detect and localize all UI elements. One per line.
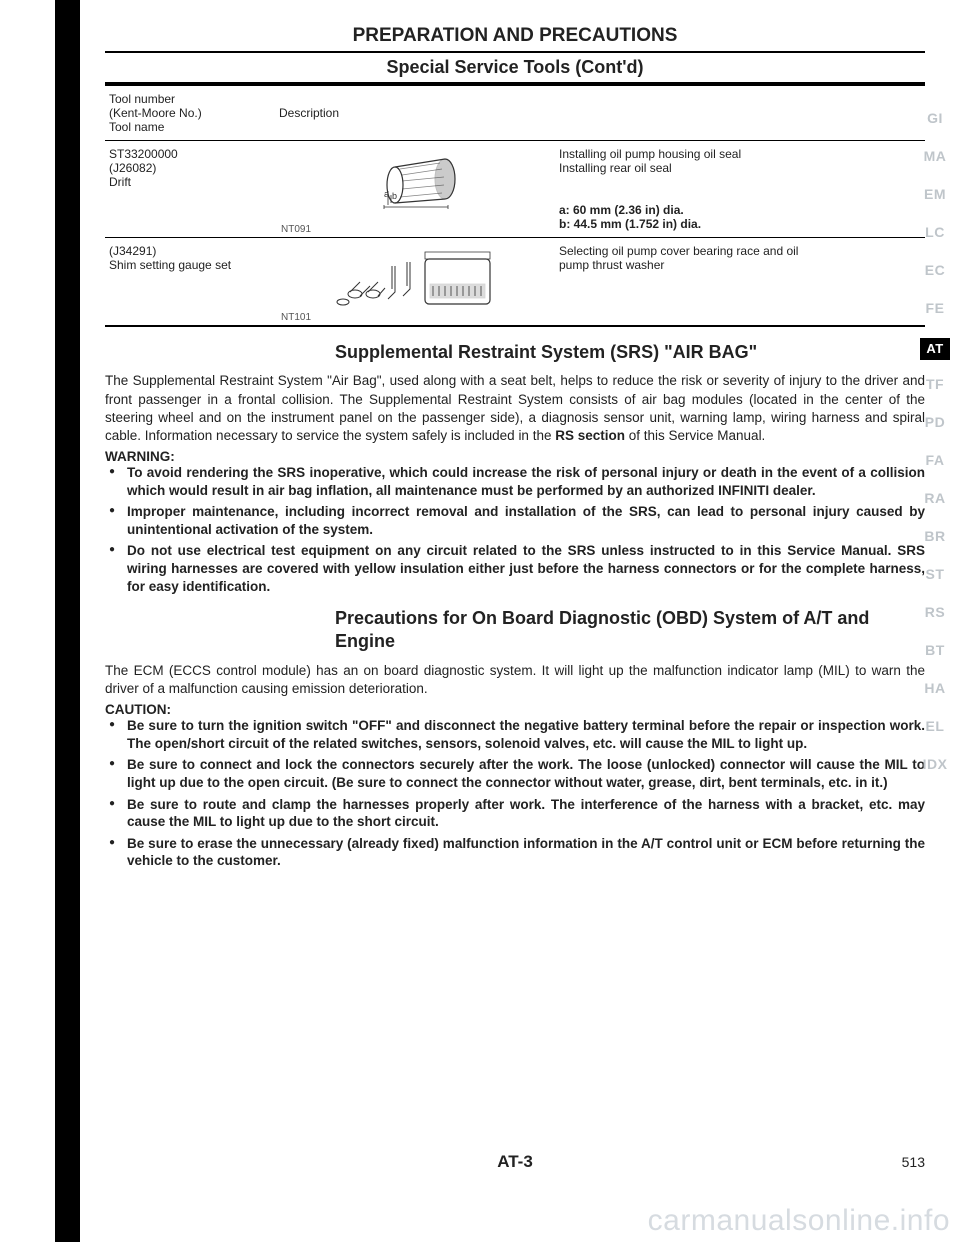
warning-label: WARNING: <box>105 449 925 464</box>
tab-rs: RS <box>920 604 950 642</box>
obd-caution-list: Be sure to turn the ignition switch "OFF… <box>105 717 925 869</box>
srs-warning-list: To avoid rendering the SRS inoperative, … <box>105 464 925 595</box>
srs-text: The Supplemental Restraint System "Air B… <box>105 373 925 443</box>
table-row: ST33200000 (J26082) Drift a b NT091 <box>105 141 925 238</box>
tab-bt: BT <box>920 642 950 680</box>
page-title: PREPARATION AND PRECAUTIONS <box>105 25 925 53</box>
list-item: Be sure to turn the ignition switch "OFF… <box>105 717 925 752</box>
r2-l2: Shim setting gauge set <box>109 258 231 272</box>
r1-l2: (J26082) <box>109 161 156 175</box>
srs-rs: RS section <box>555 428 625 443</box>
tab-br: BR <box>920 528 950 566</box>
footer: AT-3 513 <box>105 1152 925 1172</box>
list-item: Be sure to erase the unnecessary (alread… <box>105 835 925 870</box>
tab-el: EL <box>920 718 950 756</box>
list-item: Be sure to route and clamp the harnesses… <box>105 796 925 831</box>
r2-d2: pump thrust washer <box>559 258 664 272</box>
tool-name-cell: ST33200000 (J26082) Drift <box>105 141 275 238</box>
tab-ma: MA <box>920 148 950 186</box>
list-item: Be sure to connect and lock the connecto… <box>105 756 925 791</box>
list-item: Improper maintenance, including incorrec… <box>105 503 925 538</box>
tab-fe: FE <box>920 300 950 338</box>
r1-l3: Drift <box>109 175 131 189</box>
watermark: carmanualsonline.info <box>648 1204 950 1238</box>
page-content: PREPARATION AND PRECAUTIONS Special Serv… <box>105 25 925 874</box>
header-blank <box>555 86 925 141</box>
tab-fa: FA <box>920 452 950 490</box>
tool-image-cell: NT101 <box>275 238 555 327</box>
tab-em: EM <box>920 186 950 224</box>
header-tool: Tool number (Kent-Moore No.) Tool name <box>105 86 275 141</box>
tool-desc-cell: Selecting oil pump cover bearing race an… <box>555 238 925 327</box>
list-item: Do not use electrical test equipment on … <box>105 542 925 595</box>
caution-label: CAUTION: <box>105 702 925 717</box>
tab-pd: PD <box>920 414 950 452</box>
tool-image-cell: a b NT091 <box>275 141 555 238</box>
obd-para: The ECM (ECCS control module) has an on … <box>105 662 925 698</box>
list-item: To avoid rendering the SRS inoperative, … <box>105 464 925 499</box>
tab-st: ST <box>920 566 950 604</box>
table-row: (J34291) Shim setting gauge set <box>105 238 925 327</box>
srs-tail: of this Service Manual. <box>625 428 765 443</box>
tab-at-active: AT <box>920 338 950 360</box>
nt-label: NT101 <box>281 312 311 323</box>
tab-lc: LC <box>920 224 950 262</box>
page-code: AT-3 <box>105 1152 925 1172</box>
srs-para: The Supplemental Restraint System "Air B… <box>105 372 925 445</box>
gauge-set-icon <box>325 244 505 319</box>
tab-ec: EC <box>920 262 950 300</box>
obd-heading: Precautions for On Board Diagnostic (OBD… <box>105 607 925 654</box>
tool-name-cell: (J34291) Shim setting gauge set <box>105 238 275 327</box>
tab-ra: RA <box>920 490 950 528</box>
r1-d1: Installing oil pump housing oil seal <box>559 147 741 161</box>
srs-heading: Supplemental Restraint System (SRS) "AIR… <box>105 341 925 364</box>
tab-ha: HA <box>920 680 950 718</box>
drift-icon: a b <box>340 147 490 222</box>
tool-desc-cell: Installing oil pump housing oil seal Ins… <box>555 141 925 238</box>
r1-dim-a: a: 60 mm (2.36 in) dia. <box>559 203 684 217</box>
tools-table: Tool number (Kent-Moore No.) Tool name D… <box>105 86 925 327</box>
tab-gi: GI <box>920 110 950 148</box>
hdr-l2: (Kent-Moore No.) <box>109 106 202 120</box>
r1-d2: Installing rear oil seal <box>559 161 672 175</box>
nt-label: NT091 <box>281 224 311 235</box>
section-tabs: GI MA EM LC EC FE AT TF PD FA RA BR ST R… <box>920 110 950 794</box>
hdr-l1: Tool number <box>109 92 175 106</box>
svg-text:b: b <box>392 191 397 201</box>
r1-l1: ST33200000 <box>109 147 178 161</box>
hdr-l3: Tool name <box>109 120 164 134</box>
r2-d1: Selecting oil pump cover bearing race an… <box>559 244 798 258</box>
table-header-row: Tool number (Kent-Moore No.) Tool name D… <box>105 86 925 141</box>
tab-idx: IDX <box>920 756 950 794</box>
page-subtitle: Special Service Tools (Cont'd) <box>105 55 925 86</box>
r1-dim-b: b: 44.5 mm (1.752 in) dia. <box>559 217 701 231</box>
left-black-bar <box>55 0 80 1242</box>
tab-tf: TF <box>920 376 950 414</box>
header-desc: Description <box>275 86 555 141</box>
page-number: 513 <box>902 1154 925 1170</box>
r2-l1: (J34291) <box>109 244 156 258</box>
